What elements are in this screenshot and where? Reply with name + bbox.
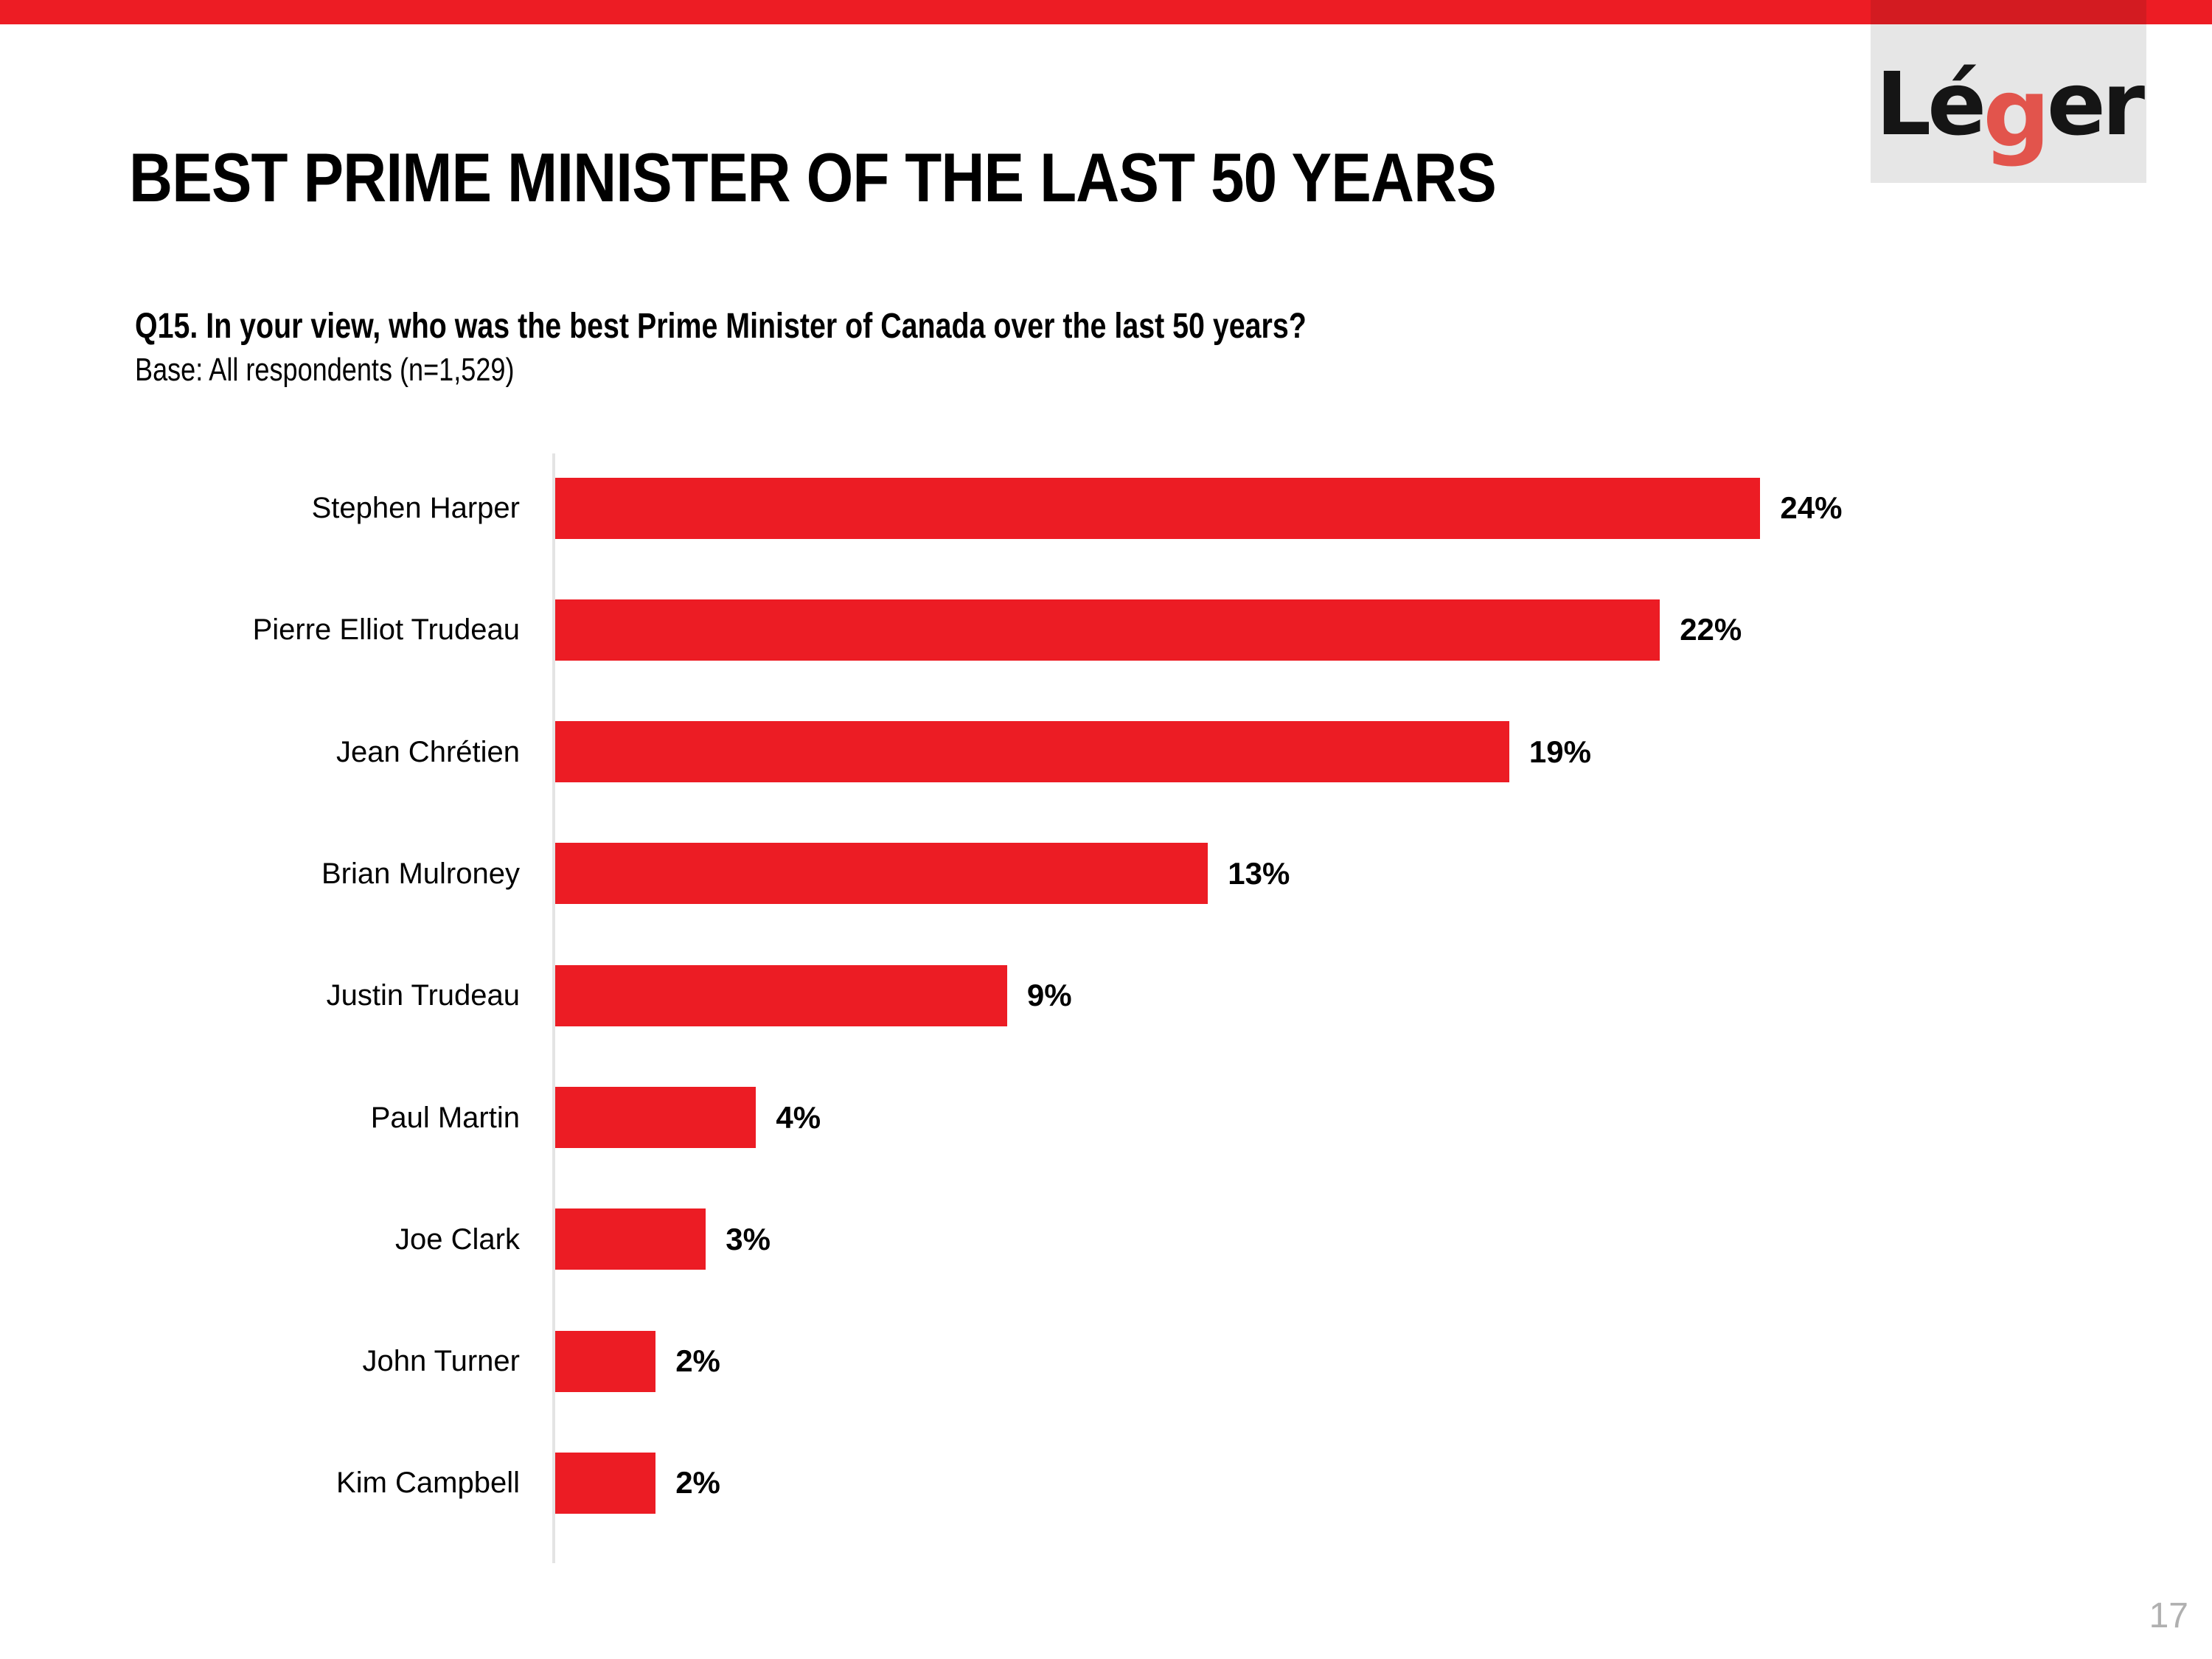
- bar: [555, 843, 1208, 905]
- value-label: 19%: [1528, 734, 1591, 769]
- value-label: 22%: [1680, 612, 1742, 647]
- category-label: Brian Mulroney: [321, 857, 520, 890]
- logo-red-g: g: [1983, 58, 2051, 169]
- bar: [555, 1208, 706, 1270]
- logo-red-band: [1871, 0, 2146, 24]
- category-label: John Turner: [362, 1345, 520, 1378]
- category-label: Jean Chrétien: [335, 735, 520, 768]
- base-text: Base: All respondents (n=1,529): [135, 352, 515, 388]
- category-label: Joe Clark: [395, 1222, 520, 1256]
- bar: [555, 721, 1509, 783]
- value-label: 4%: [776, 1099, 821, 1135]
- bar: [555, 964, 1007, 1026]
- bar: [555, 1452, 656, 1514]
- bar: [555, 1087, 757, 1148]
- category-label: Pierre Elliot Trudeau: [252, 613, 520, 647]
- page-number: 17: [2149, 1596, 2188, 1635]
- value-label: 3%: [726, 1221, 771, 1256]
- category-label: Justin Trudeau: [326, 979, 520, 1012]
- bar: [555, 599, 1660, 661]
- logo-wordmark: Lé g er: [1871, 24, 2146, 183]
- value-label: 24%: [1780, 490, 1843, 525]
- y-axis-line: [552, 453, 555, 1563]
- category-label: Paul Martin: [370, 1101, 520, 1134]
- bar: [555, 1330, 656, 1392]
- logo-text-end: er: [2046, 52, 2145, 155]
- value-label: 2%: [675, 1343, 720, 1379]
- category-label: Kim Campbell: [336, 1467, 520, 1500]
- question-text: Q15. In your view, who was the best Prim…: [135, 307, 1307, 346]
- page-title: BEST PRIME MINISTER OF THE LAST 50 YEARS: [129, 139, 1497, 216]
- top-banner: [0, 0, 2212, 24]
- category-label: Stephen Harper: [311, 492, 520, 524]
- bar: [555, 477, 1761, 539]
- leger-logo: Lé g er: [1871, 0, 2146, 183]
- value-label: 9%: [1026, 978, 1072, 1013]
- logo-text-start: Lé: [1875, 52, 1986, 155]
- value-label: 2%: [675, 1465, 720, 1500]
- value-label: 13%: [1228, 855, 1290, 891]
